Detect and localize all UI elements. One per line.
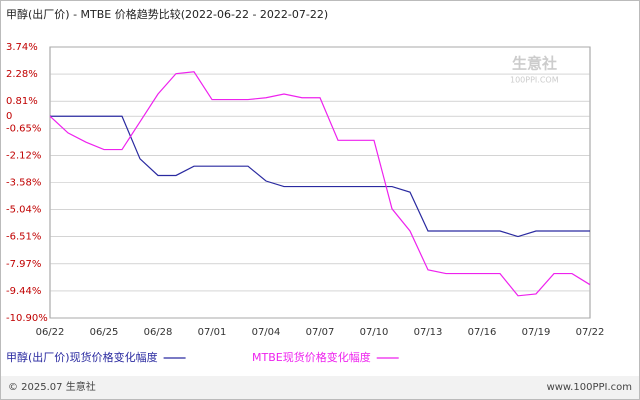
y-tick-label: -2.12% xyxy=(6,150,41,161)
footer-right: www.100PPI.com xyxy=(547,382,632,393)
watermark-sub: 100PPI.COM xyxy=(510,76,559,85)
footer-bar xyxy=(1,376,639,399)
series-line xyxy=(49,71,591,297)
series-line xyxy=(50,115,590,238)
x-tick-label: 07/13 xyxy=(414,327,443,338)
x-tick-label: 07/01 xyxy=(198,327,227,338)
x-tick-label: 07/07 xyxy=(306,327,335,338)
watermark: 生意社 xyxy=(512,55,557,73)
y-tick-label: -10.90% xyxy=(6,313,48,324)
y-tick-label: 0 xyxy=(6,111,12,122)
x-tick-label: 06/28 xyxy=(144,327,173,338)
x-tick-label: 06/22 xyxy=(36,327,65,338)
y-tick-label: 2.28% xyxy=(6,69,38,80)
y-tick-label: -0.65% xyxy=(6,123,41,134)
y-tick-label: -9.44% xyxy=(6,286,41,297)
y-tick-label: -3.58% xyxy=(6,178,41,189)
x-tick-label: 07/04 xyxy=(252,327,281,338)
y-tick-label: -6.51% xyxy=(6,232,41,243)
x-tick-label: 07/22 xyxy=(576,327,605,338)
y-tick-label: -5.04% xyxy=(6,205,41,216)
footer-left: © 2025.07 生意社 xyxy=(8,380,96,393)
y-tick-label: 3.74% xyxy=(6,42,38,53)
y-tick-label: -7.97% xyxy=(6,259,41,270)
x-tick-label: 07/10 xyxy=(360,327,389,338)
legend-label: MTBE现货价格变化幅度 xyxy=(252,350,371,364)
x-tick-label: 07/19 xyxy=(522,327,551,338)
y-tick-label: 0.81% xyxy=(6,96,38,107)
chart-title: 甲醇(出厂价) - MTBE 价格趋势比较(2022-06-22 - 2022-… xyxy=(6,7,328,21)
x-tick-label: 07/16 xyxy=(468,327,497,338)
legend-label: 甲醇(出厂价)现货价格变化幅度 xyxy=(6,350,158,364)
x-tick-label: 06/25 xyxy=(90,327,119,338)
